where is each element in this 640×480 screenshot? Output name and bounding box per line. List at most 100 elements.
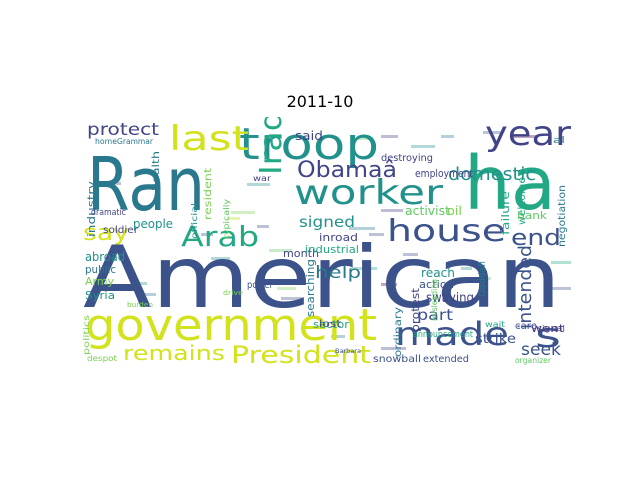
cloud-word: war bbox=[253, 174, 272, 183]
cloud-word: Syria bbox=[85, 289, 115, 302]
cloud-word: announcement bbox=[413, 330, 473, 340]
cloud-word: protect bbox=[87, 120, 159, 140]
filler-word-mark bbox=[549, 287, 571, 290]
cloud-word: people bbox=[133, 217, 173, 231]
cloud-word: misleading bbox=[430, 279, 439, 321]
cloud-word: searching bbox=[304, 259, 317, 317]
cloud-word: troop bbox=[239, 119, 379, 170]
cloud-word: reach bbox=[421, 266, 455, 280]
cloud-word: employment bbox=[415, 167, 474, 180]
cloud-word: seek bbox=[521, 340, 561, 360]
word-cloud: American Ran ha government troop year worker ho… bbox=[81, 117, 571, 365]
filler-word-mark bbox=[381, 283, 397, 286]
cloud-word: sector bbox=[313, 318, 349, 331]
cloud-word: Barbara bbox=[335, 348, 361, 355]
filler-word-mark bbox=[381, 209, 403, 212]
cloud-word: snowball bbox=[373, 354, 421, 365]
cloud-word: public bbox=[85, 263, 116, 276]
cloud-word: s bbox=[535, 316, 561, 356]
cloud-word: American bbox=[83, 228, 561, 328]
cloud-word: despot bbox=[87, 354, 117, 363]
filler-word-mark bbox=[483, 131, 503, 134]
cloud-word: destroying bbox=[381, 153, 433, 164]
page-title: 2011-10 bbox=[286, 92, 354, 111]
filler-word-mark bbox=[551, 261, 571, 264]
cloud-word: house bbox=[387, 214, 506, 249]
cloud-word: Grammar bbox=[117, 137, 154, 146]
cloud-word: wait bbox=[485, 320, 505, 329]
cloud-word: extended bbox=[423, 354, 469, 365]
cloud-word: Obamaâ bbox=[297, 158, 397, 183]
filler-word-mark bbox=[331, 335, 345, 338]
cloud-word: President bbox=[231, 341, 371, 365]
cloud-word: bank bbox=[517, 209, 548, 222]
filler-word-mark bbox=[227, 217, 240, 220]
cloud-word: remains bbox=[123, 341, 225, 365]
cloud-word: made bbox=[395, 315, 509, 353]
filler-word-mark bbox=[357, 137, 373, 140]
cloud-word: welcome bbox=[517, 177, 528, 225]
cloud-word: abroad bbox=[85, 250, 125, 264]
filler-word-mark bbox=[231, 211, 255, 214]
cloud-word: domestic bbox=[448, 164, 536, 185]
filler-word-mark bbox=[257, 225, 269, 228]
cloud-word: Qaddafi bbox=[478, 261, 488, 297]
filler-word-mark bbox=[511, 135, 538, 138]
cloud-word: negotiation bbox=[557, 185, 568, 247]
filler-word-mark bbox=[369, 233, 384, 236]
cloud-word: oil bbox=[447, 204, 462, 218]
cloud-word: said bbox=[295, 129, 323, 143]
cloud-word: signed bbox=[299, 213, 355, 231]
cloud-word: industry bbox=[85, 180, 98, 237]
cloud-word: month bbox=[283, 247, 319, 260]
cloud-word: resident bbox=[203, 168, 214, 220]
cloud-word: dramatic bbox=[91, 208, 126, 218]
filler-word-mark bbox=[351, 267, 377, 270]
filler-word-mark bbox=[137, 282, 147, 285]
cloud-word: end bbox=[511, 226, 561, 251]
cloud-word: worker bbox=[294, 173, 443, 213]
cloud-word: official bbox=[190, 203, 199, 239]
filler-word-mark bbox=[281, 297, 302, 300]
cloud-word: Arab bbox=[181, 220, 259, 253]
cloud-word: part bbox=[417, 306, 453, 324]
cloud-word: swaying bbox=[426, 291, 474, 306]
filler-word-mark bbox=[381, 135, 398, 138]
cloud-word: politics bbox=[82, 315, 91, 355]
cloud-word: signal bbox=[537, 324, 565, 333]
cloud-word: year bbox=[485, 117, 571, 154]
cloud-word: Army bbox=[85, 275, 114, 288]
filler-word-mark bbox=[473, 277, 491, 280]
cloud-word: care bbox=[515, 321, 537, 332]
cloud-word: action bbox=[419, 278, 454, 291]
cloud-word: activist bbox=[405, 204, 450, 218]
cloud-word: strike bbox=[475, 332, 516, 347]
cloud-word: government bbox=[85, 300, 377, 351]
cloud-word: health bbox=[151, 151, 162, 191]
filler-word-mark bbox=[381, 347, 406, 350]
cloud-word: industrial bbox=[305, 243, 359, 256]
cloud-word: al bbox=[553, 136, 565, 146]
cloud-word: lost bbox=[319, 319, 341, 330]
filler-word-mark bbox=[211, 257, 230, 260]
filler-word-mark bbox=[403, 253, 418, 256]
cloud-word: failure bbox=[499, 191, 512, 235]
cloud-word: ordinary bbox=[393, 307, 404, 357]
cloud-word: intended bbox=[515, 245, 536, 329]
cloud-word: Ran bbox=[87, 142, 205, 228]
cloud-word: power bbox=[247, 280, 274, 291]
filler-word-mark bbox=[411, 145, 435, 148]
filler-word-mark bbox=[139, 293, 156, 296]
cloud-word: home bbox=[95, 137, 117, 146]
cloud-word: say bbox=[83, 221, 129, 246]
cloud-word: soldier bbox=[103, 225, 139, 236]
filler-word-mark bbox=[201, 233, 213, 236]
cloud-word: drive bbox=[223, 289, 243, 297]
filler-word-mark bbox=[441, 135, 454, 138]
filler-word-mark bbox=[111, 182, 121, 185]
cloud-word: went bbox=[531, 322, 565, 335]
cloud-word: protest bbox=[409, 287, 422, 332]
filler-word-mark bbox=[247, 183, 270, 186]
cloud-word: Iraqi bbox=[254, 117, 289, 175]
